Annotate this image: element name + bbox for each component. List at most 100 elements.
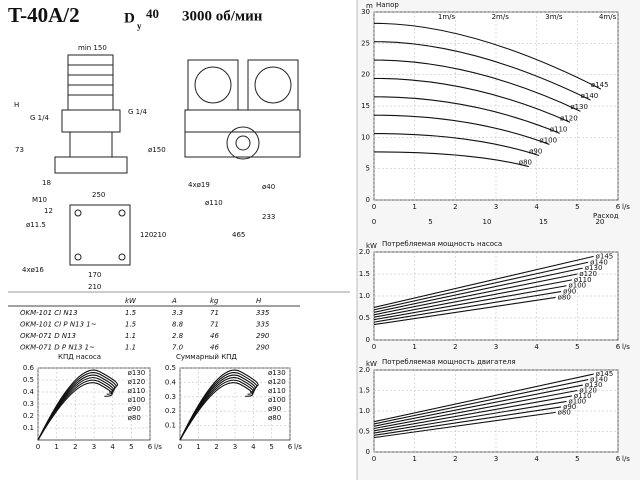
- curve-label: ø100: [568, 282, 586, 290]
- x-unit: l/s: [622, 203, 630, 211]
- x-tick-label: 0: [372, 203, 376, 211]
- dimension-label: 120: [140, 231, 153, 239]
- y-tick-label: 2.0: [359, 366, 370, 374]
- dimension-label: H: [14, 101, 19, 109]
- curve: [179, 379, 255, 441]
- table-cell: OKM-071 D N13: [20, 332, 76, 340]
- chart-title: Потребляемая мощность насоса: [382, 240, 502, 248]
- y-tick-label: 0.4: [23, 388, 35, 396]
- table-header: kg: [210, 297, 219, 305]
- table-cell: 1.1: [125, 344, 136, 352]
- dimension-label: 465: [232, 231, 245, 239]
- y-tick-label: 0: [366, 336, 370, 344]
- y-tick-label: 0.2: [23, 412, 34, 420]
- y-tick-label: 0: [366, 196, 370, 204]
- x-tick-label: 6: [616, 203, 621, 211]
- dimension-label: ø110: [205, 199, 223, 207]
- pump-drawings: [8, 54, 350, 293]
- table-cell: 1.5: [125, 321, 137, 329]
- y-tick-label: 0.5: [23, 376, 34, 384]
- x-tick-label: 6: [616, 343, 621, 351]
- x-tick-label: 5: [129, 443, 133, 451]
- chart-title: Суммарный КПД: [176, 353, 237, 361]
- x-tick-label: 2: [73, 443, 77, 451]
- x-tick-label: 6: [288, 443, 293, 451]
- curve: [373, 285, 567, 321]
- curve-label: ø120: [579, 387, 597, 395]
- dimension-label: 4xø16: [22, 266, 44, 274]
- dimension-label: G 1/4: [128, 108, 147, 116]
- curve: [179, 369, 259, 441]
- velocity-label: 4m/s: [599, 13, 617, 21]
- chart-title: КПД насоса: [58, 353, 101, 361]
- x-tick-label: 3: [494, 455, 498, 463]
- y-tick-label: 0.4: [165, 378, 177, 386]
- curve: [373, 22, 602, 90]
- x-tick-label: 6: [148, 443, 153, 451]
- curve: [37, 372, 117, 441]
- x-unit: l/s: [622, 343, 630, 351]
- speed: 3000 об/мин: [182, 8, 263, 24]
- table-cell: OKM-071 D P N13 1~: [20, 344, 95, 352]
- curve: [373, 267, 583, 313]
- x2-tick-label: 15: [539, 218, 548, 226]
- y-tick-label: 0.5: [359, 428, 370, 436]
- dimension-label: M10: [32, 196, 47, 204]
- table-cell: 335: [256, 309, 270, 317]
- dimension-label: 233: [262, 213, 275, 221]
- curve-label: ø100: [539, 136, 557, 144]
- dimension-label: 170: [88, 271, 101, 279]
- x-tick-label: 1: [412, 203, 416, 211]
- x-tick-label: 4: [534, 203, 539, 211]
- y-tick-label: 0.6: [23, 364, 35, 372]
- curve-label: ø130: [570, 103, 588, 111]
- velocity-label: 3m/s: [545, 13, 563, 21]
- x-tick-label: 4: [534, 343, 539, 351]
- x-tick-label: 5: [575, 203, 579, 211]
- x2-label: Расход: [593, 212, 619, 220]
- x-tick-label: 4: [110, 443, 115, 451]
- curve: [373, 373, 594, 423]
- curve-label: ø100: [268, 396, 286, 404]
- curve-label: ø120: [128, 378, 146, 386]
- curve: [37, 379, 114, 441]
- table-cell: 1.5: [125, 309, 137, 317]
- x-tick-label: 5: [269, 443, 273, 451]
- curve: [373, 59, 581, 112]
- y-tick-label: 0.5: [165, 364, 176, 372]
- dimension-label: ø150: [148, 146, 166, 154]
- y-tick-label: 0.1: [23, 424, 34, 432]
- x-tick-label: 2: [453, 455, 457, 463]
- curve: [373, 41, 591, 101]
- curve: [37, 377, 115, 441]
- x-tick-label: 3: [233, 443, 237, 451]
- x-tick-label: 1: [54, 443, 58, 451]
- x-tick-label: 0: [36, 443, 40, 451]
- y-unit: kW: [366, 242, 377, 250]
- curve-label: ø145: [591, 81, 609, 89]
- x2-tick-label: 20: [595, 218, 604, 226]
- curve-label: ø110: [128, 387, 146, 395]
- curve: [373, 261, 589, 311]
- curve: [373, 255, 594, 308]
- curve-label: ø110: [574, 276, 592, 284]
- curve-label: ø80: [558, 293, 571, 301]
- y-tick-label: 0.1: [165, 422, 176, 430]
- velocity-label: 2m/s: [492, 13, 510, 21]
- curve-label: ø90: [128, 405, 141, 413]
- y-tick-label: 15: [361, 102, 370, 110]
- table-cell: 71: [210, 309, 219, 317]
- dimension-label: 210: [88, 283, 101, 291]
- dn-sub: y: [137, 21, 142, 31]
- x-tick-label: 2: [214, 443, 218, 451]
- y-tick-label: 10: [361, 133, 370, 141]
- y-tick-label: 30: [361, 8, 370, 16]
- x2-tick-label: 10: [483, 218, 492, 226]
- curve: [373, 291, 562, 323]
- x-tick-label: 2: [453, 343, 457, 351]
- y-tick-label: 5: [366, 165, 370, 173]
- y-tick-label: 2.0: [359, 248, 370, 256]
- table-cell: 8.8: [172, 321, 184, 329]
- curve-label: ø80: [558, 408, 571, 416]
